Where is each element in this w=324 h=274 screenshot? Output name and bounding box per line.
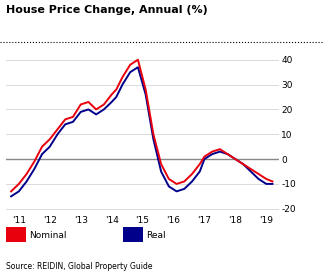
Text: Real: Real <box>146 231 166 240</box>
Text: Source: REIDIN, Global Property Guide: Source: REIDIN, Global Property Guide <box>6 262 153 271</box>
Text: House Price Change, Annual (%): House Price Change, Annual (%) <box>6 5 208 15</box>
Text: Nominal: Nominal <box>29 231 67 240</box>
